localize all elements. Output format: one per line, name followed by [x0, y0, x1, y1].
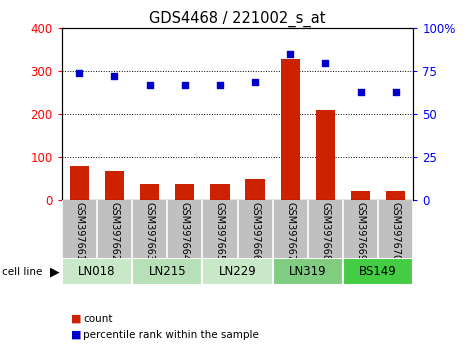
- Text: GSM397665: GSM397665: [215, 202, 225, 261]
- Bar: [70, 166, 89, 200]
- Text: ■: ■: [71, 330, 82, 339]
- Text: GSM397662: GSM397662: [109, 202, 120, 261]
- Point: [286, 51, 294, 57]
- Bar: [351, 192, 370, 200]
- Text: cell line: cell line: [2, 267, 43, 277]
- Point: [76, 70, 83, 76]
- Bar: [273, 258, 343, 285]
- Bar: [105, 171, 124, 200]
- Bar: [202, 258, 273, 285]
- Point: [216, 82, 224, 88]
- Bar: [246, 179, 265, 200]
- Text: percentile rank within the sample: percentile rank within the sample: [83, 330, 259, 339]
- Bar: [62, 258, 132, 285]
- Point: [146, 82, 153, 88]
- Point: [111, 74, 118, 79]
- Text: LN319: LN319: [289, 265, 327, 278]
- Bar: [210, 184, 229, 200]
- Text: GDS4468 / 221002_s_at: GDS4468 / 221002_s_at: [149, 11, 326, 27]
- Text: BS149: BS149: [359, 265, 397, 278]
- Text: GSM397664: GSM397664: [180, 202, 190, 261]
- Bar: [281, 59, 300, 200]
- Point: [322, 60, 329, 65]
- Point: [357, 89, 364, 95]
- Text: ■: ■: [71, 314, 82, 324]
- Bar: [140, 184, 159, 200]
- Text: LN215: LN215: [148, 265, 186, 278]
- Bar: [316, 110, 335, 200]
- Text: GSM397670: GSM397670: [390, 202, 401, 261]
- Text: GSM397666: GSM397666: [250, 202, 260, 261]
- Text: ▶: ▶: [50, 265, 59, 278]
- Bar: [343, 258, 413, 285]
- Text: LN018: LN018: [78, 265, 115, 278]
- Point: [181, 82, 189, 88]
- Text: GSM397668: GSM397668: [320, 202, 331, 261]
- Bar: [386, 192, 405, 200]
- Bar: [132, 258, 202, 285]
- Bar: [175, 184, 194, 200]
- Point: [392, 89, 399, 95]
- Point: [251, 79, 259, 84]
- Text: LN229: LN229: [218, 265, 256, 278]
- Text: GSM397669: GSM397669: [355, 202, 366, 261]
- Text: GSM397661: GSM397661: [74, 202, 85, 261]
- Text: GSM397667: GSM397667: [285, 202, 295, 261]
- Text: count: count: [83, 314, 113, 324]
- Text: GSM397663: GSM397663: [144, 202, 155, 261]
